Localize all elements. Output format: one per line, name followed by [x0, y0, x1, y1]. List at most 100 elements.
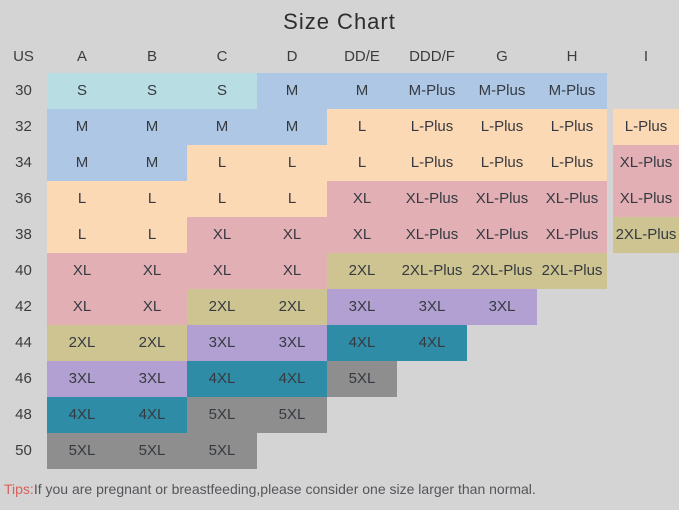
size-cell: 2XL — [47, 325, 117, 361]
size-cell: 2XL-Plus — [537, 253, 607, 289]
size-cell: XL-Plus — [537, 181, 607, 217]
size-cell: 4XL — [397, 325, 467, 361]
size-cell: L-Plus — [467, 109, 537, 145]
empty-cell — [467, 361, 537, 397]
size-cell: M — [187, 109, 257, 145]
empty-cell — [537, 289, 607, 325]
empty-cell — [467, 325, 537, 361]
size-cell: 4XL — [47, 397, 117, 433]
size-cell: M — [117, 145, 187, 181]
column-header-D: D — [286, 48, 298, 65]
size-cell: XL-Plus — [537, 217, 607, 253]
size-cell: XL — [257, 217, 327, 253]
size-cell: XL — [47, 253, 117, 289]
size-cell: 5XL — [187, 433, 257, 469]
size-cell: 4XL — [117, 397, 187, 433]
table-body: 30 S S S M M M-Plus M-Plus M-Plus 32 M M M M L L-Plus L-… — [0, 73, 679, 469]
table-row: 30 S S S M M M-Plus M-Plus M-Plus — [0, 73, 679, 109]
size-cell: 5XL — [257, 397, 327, 433]
table-row: 36 L L L L XL XL-Plus XL-Plus XL-Plus XL-Plus — [0, 181, 679, 217]
size-cell: XL — [327, 181, 397, 217]
size-cell: M-Plus — [537, 73, 607, 109]
empty-cell — [613, 73, 679, 109]
empty-cell — [613, 325, 679, 361]
empty-cell — [613, 397, 679, 433]
empty-cell — [397, 397, 467, 433]
table-row: 42 XL XL 2XL 2XL 3XL 3XL 3XL — [0, 289, 679, 325]
row-label-34: 34 — [15, 154, 32, 171]
size-cell: XL — [327, 217, 397, 253]
size-cell: L-Plus — [397, 109, 467, 145]
size-cell: XL — [257, 253, 327, 289]
size-cell: XL-Plus — [397, 181, 467, 217]
size-cell: 5XL — [47, 433, 117, 469]
row-label-48: 48 — [15, 406, 32, 423]
size-cell: XL — [117, 289, 187, 325]
row-label-46: 46 — [15, 370, 32, 387]
size-cell: 3XL — [467, 289, 537, 325]
empty-cell — [257, 433, 327, 469]
size-cell: 3XL — [117, 361, 187, 397]
size-cell: 2XL-Plus — [613, 217, 679, 253]
size-cell: L — [117, 181, 187, 217]
row-label-42: 42 — [15, 298, 32, 315]
row-label-44: 44 — [15, 334, 32, 351]
size-cell: L — [47, 217, 117, 253]
empty-cell — [467, 397, 537, 433]
size-cell: L — [257, 145, 327, 181]
column-header-H: H — [566, 48, 578, 65]
size-cell: XL-Plus — [613, 181, 679, 217]
size-cell: S — [187, 73, 257, 109]
size-cell: XL — [187, 253, 257, 289]
size-cell: 5XL — [117, 433, 187, 469]
size-cell: S — [47, 73, 117, 109]
empty-cell — [613, 361, 679, 397]
empty-cell — [537, 325, 607, 361]
size-cell: 2XL-Plus — [467, 253, 537, 289]
size-cell: L-Plus — [397, 145, 467, 181]
empty-cell — [327, 397, 397, 433]
size-cell: L — [117, 217, 187, 253]
empty-cell — [613, 289, 679, 325]
size-cell: M — [117, 109, 187, 145]
size-cell: L — [187, 181, 257, 217]
size-cell: 2XL — [187, 289, 257, 325]
size-cell: 2XL — [327, 253, 397, 289]
size-cell: L-Plus — [467, 145, 537, 181]
table-row: 50 5XL 5XL 5XL — [0, 433, 679, 469]
row-label-40: 40 — [15, 262, 32, 279]
size-cell: M-Plus — [467, 73, 537, 109]
size-cell: S — [117, 73, 187, 109]
size-cell: M — [47, 109, 117, 145]
size-cell: 4XL — [257, 361, 327, 397]
size-cell: M-Plus — [397, 73, 467, 109]
row-label-30: 30 — [15, 82, 32, 99]
size-cell: 3XL — [257, 325, 327, 361]
empty-cell — [467, 433, 537, 469]
size-cell: 3XL — [327, 289, 397, 325]
size-cell: 3XL — [187, 325, 257, 361]
row-label-36: 36 — [15, 190, 32, 207]
chart-title: Size Chart — [283, 9, 396, 34]
empty-cell — [613, 433, 679, 469]
size-cell: L-Plus — [537, 145, 607, 181]
empty-cell — [327, 433, 397, 469]
table-row: 32 M M M M L L-Plus L-Plus L-Plus L-Plus — [0, 109, 679, 145]
size-cell: M — [257, 73, 327, 109]
size-cell: L — [257, 181, 327, 217]
tips-text: If you are pregnant or breastfeeding,ple… — [33, 481, 536, 497]
column-header-I: I — [643, 48, 649, 65]
size-cell: 3XL — [397, 289, 467, 325]
column-header-DD-E: DD/E — [344, 48, 380, 65]
size-cell: 4XL — [327, 325, 397, 361]
column-header-B: B — [146, 48, 157, 65]
size-cell: L-Plus — [537, 109, 607, 145]
size-cell: 2XL — [117, 325, 187, 361]
empty-cell — [537, 433, 607, 469]
row-label-38: 38 — [15, 226, 32, 243]
size-cell: L-Plus — [613, 109, 679, 145]
empty-cell — [397, 361, 467, 397]
size-cell: XL-Plus — [467, 217, 537, 253]
table-row: 46 3XL 3XL 4XL 4XL 5XL — [0, 361, 679, 397]
